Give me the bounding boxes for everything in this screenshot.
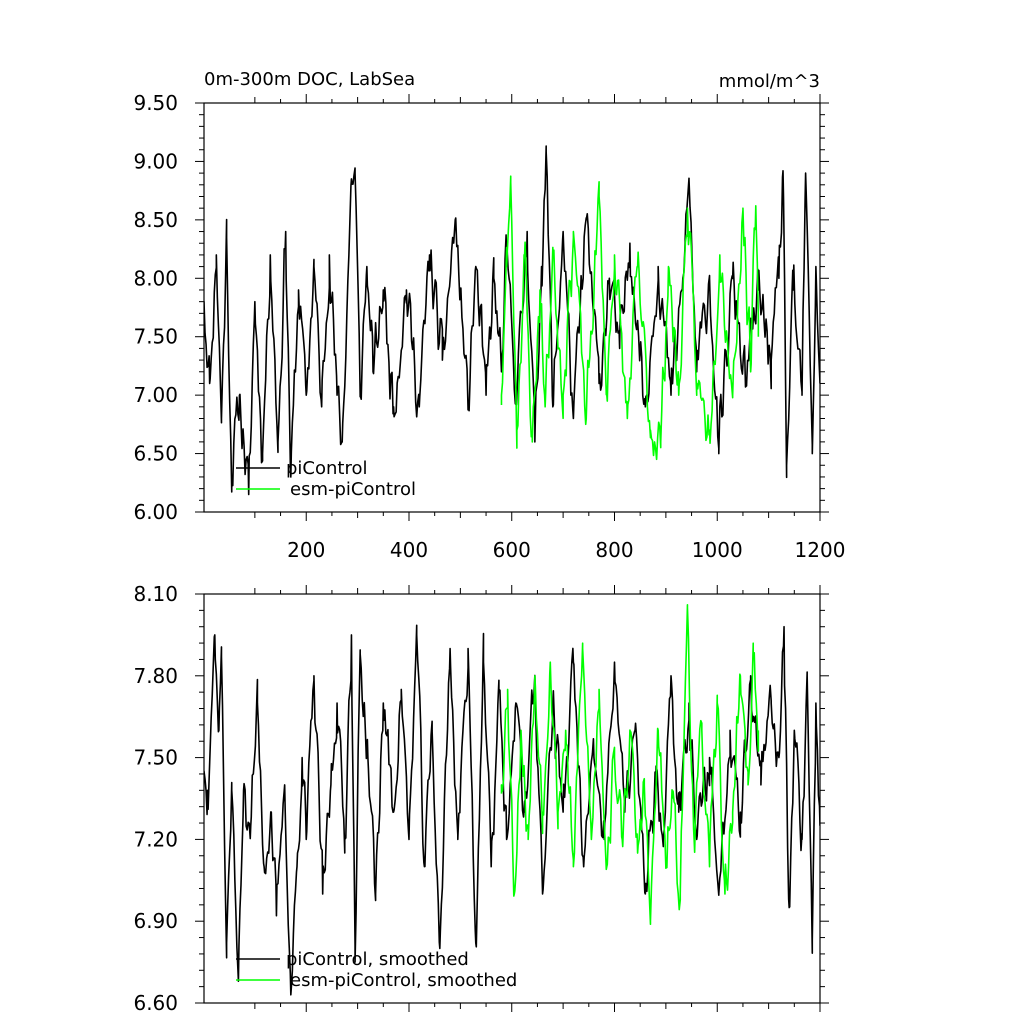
- units-label: mmol/m^3: [719, 71, 820, 92]
- series-line-1-1: [500, 603, 760, 925]
- legend-label: piControl: [286, 458, 368, 479]
- x-tick-label: 1000: [692, 538, 743, 562]
- plot-frame: [203, 102, 821, 513]
- y-tick-label: 7.00: [133, 383, 178, 407]
- y-tick-label: 6.50: [133, 442, 178, 466]
- x-tick-label: 1200: [795, 538, 846, 562]
- y-tick-label: 9.00: [133, 149, 178, 173]
- y-tick-label: 8.10: [133, 582, 178, 606]
- x-tick-label: 800: [595, 538, 633, 562]
- y-tick-label: 7.50: [133, 325, 178, 349]
- top-panel: 6.00 6.50 7.00 7.50 8.00 8.50 9.00 9.50 200 400 60…: [133, 69, 845, 562]
- y-tick-label: 8.00: [133, 266, 178, 290]
- y-tick-label: 9.50: [133, 91, 178, 115]
- series-line-1-0: [204, 624, 820, 996]
- y-tick-label: 7.20: [133, 827, 178, 851]
- chart-title: 0m-300m DOC, LabSea: [204, 69, 415, 90]
- y-tick-label: 7.50: [133, 746, 178, 770]
- legend-label: piControl, smoothed: [286, 949, 469, 970]
- series-line-0-1: [500, 175, 760, 461]
- legend-label: esm-piControl: [290, 479, 416, 500]
- series-line-0-0: [204, 145, 820, 496]
- y-tick-label: 7.80: [133, 664, 178, 688]
- legend-label: esm-piControl, smoothed: [290, 970, 517, 991]
- x-tick-label: 600: [493, 538, 531, 562]
- y-tick-label: 6.90: [133, 909, 178, 933]
- y-tick-label: 6.00: [133, 500, 178, 524]
- bottom-panel: 6.60 6.90 7.20 7.50 7.80 8.10 piControl, smoot…: [133, 582, 829, 1015]
- x-tick-label: 200: [287, 538, 325, 562]
- x-tick-label: 400: [390, 538, 428, 562]
- y-tick-label: 8.50: [133, 208, 178, 232]
- y-tick-label: 6.60: [133, 991, 178, 1015]
